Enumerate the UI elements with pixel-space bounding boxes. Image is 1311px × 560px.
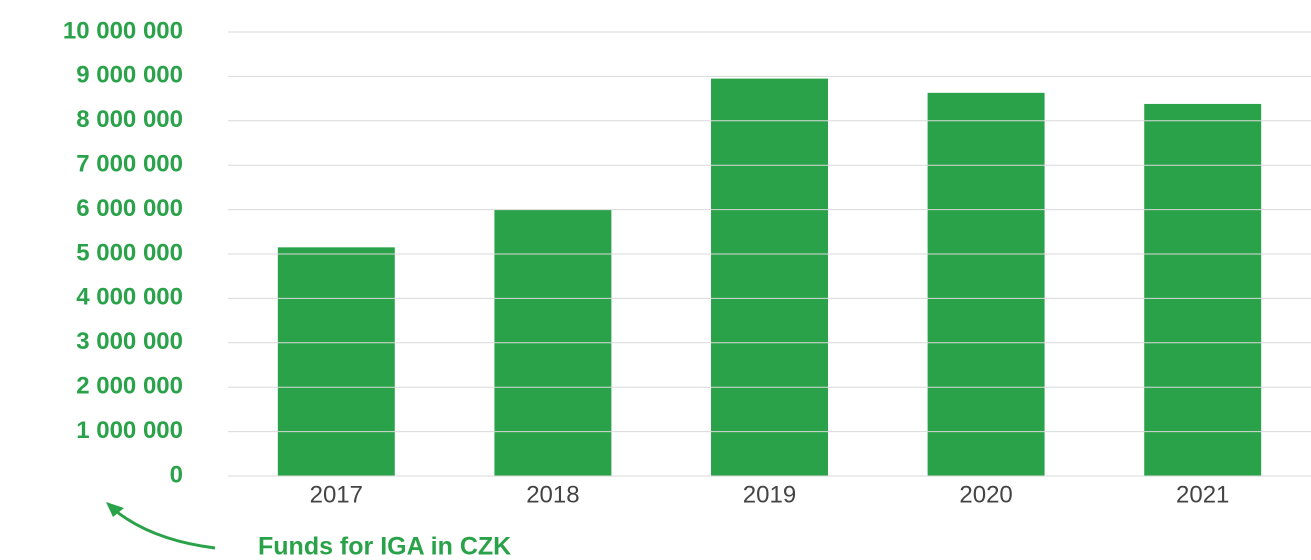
x-tick-label: 2021 xyxy=(1176,481,1229,508)
y-tick-label: 9 000 000 xyxy=(76,62,183,89)
x-tick-label: 2018 xyxy=(526,481,579,508)
y-tick-label: 6 000 000 xyxy=(76,195,183,222)
arrow-head xyxy=(106,502,124,517)
annotation: Funds for IGA in CZK xyxy=(258,533,511,560)
y-tick-label: 10 000 000 xyxy=(63,17,183,44)
x-tick-label: 2017 xyxy=(310,481,363,508)
bar xyxy=(927,92,1045,476)
x-tick-label: 2019 xyxy=(743,481,796,508)
annotation-arrow xyxy=(111,506,216,550)
y-tick-label: 2 000 000 xyxy=(76,373,183,400)
bar xyxy=(1144,103,1262,476)
y-tick-label: 7 000 000 xyxy=(76,151,183,178)
y-tick-label: 5 000 000 xyxy=(76,239,183,266)
y-tick-label: 8 000 000 xyxy=(76,106,183,133)
y-tick-label: 0 xyxy=(170,461,183,488)
y-tick-label: 4 000 000 xyxy=(76,284,183,311)
bar xyxy=(711,78,828,477)
y-tick-label: 3 000 000 xyxy=(76,328,183,355)
y-tick-label: 1 000 000 xyxy=(76,417,183,444)
bar xyxy=(277,247,395,476)
x-tick-label: 2020 xyxy=(959,481,1012,508)
